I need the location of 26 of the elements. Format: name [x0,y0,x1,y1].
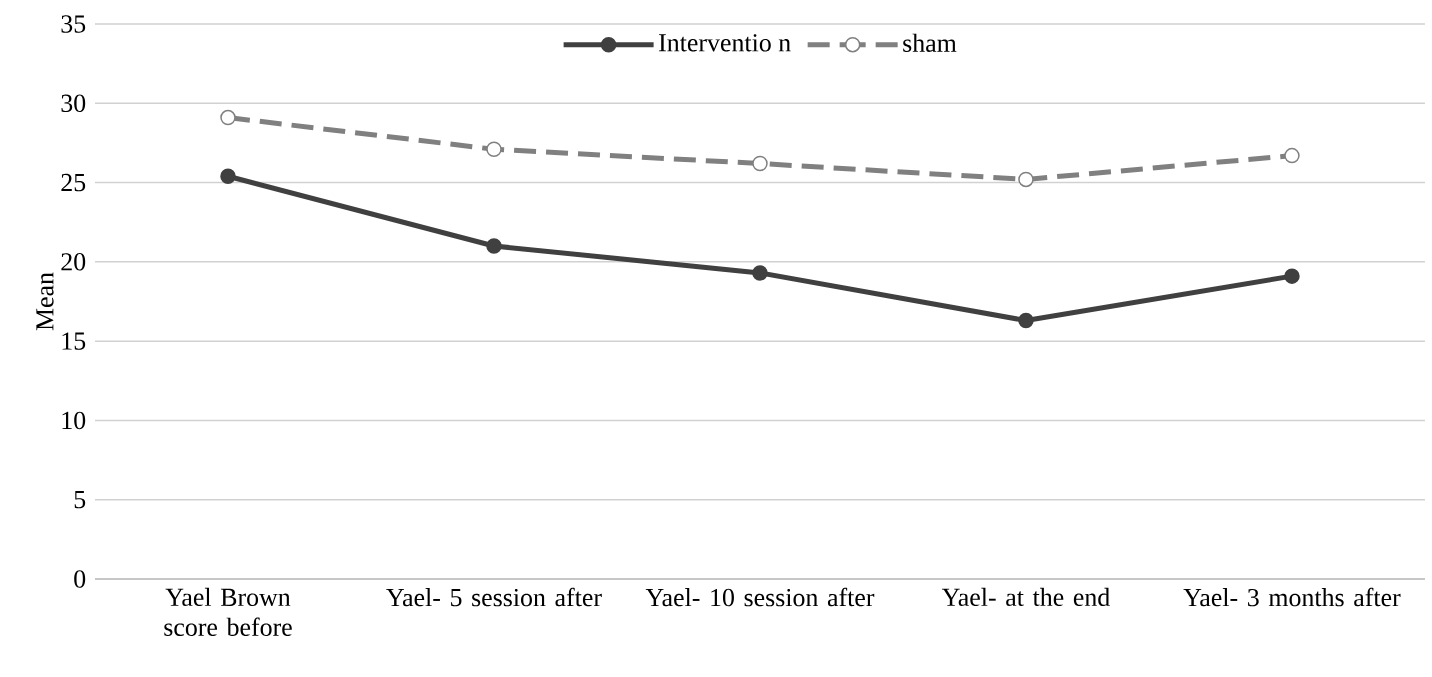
y-tick-label: 0 [74,570,86,588]
point [1018,171,1034,188]
x-tick-label: Yael Brown score before [164,587,292,636]
y-axis-title: Mean [36,272,54,331]
legend-label: Interventio n [659,34,791,52]
point [752,265,768,281]
y-tick-label: 15 [62,332,86,350]
point [220,109,236,126]
y-tick-label: 20 [61,253,86,271]
y-tick-label: 25 [61,173,86,192]
point [220,168,236,184]
point [1284,147,1300,164]
point [1018,312,1034,329]
y-tick-label: 5 [74,491,86,509]
x-tick-label: Yael- 10 session after [645,587,875,607]
y-tick-label: 30 [61,94,86,113]
y-tick-label: 10 [62,411,86,430]
y-tick-label: 35 [61,15,86,33]
point [752,155,768,172]
point [1284,268,1300,284]
x-tick-label: Yael- 3 months after [1183,587,1401,607]
point [486,238,502,254]
x-tick-label: Yael- at the end [941,587,1110,607]
point [486,141,502,158]
legend-label: sham [903,33,957,52]
x-tick-label: Yael- 5 session after [386,587,602,607]
